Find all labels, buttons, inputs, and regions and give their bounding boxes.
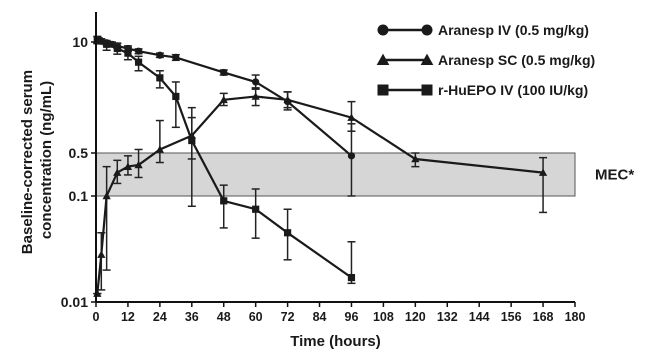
data-point-square [284,229,292,237]
data-point-triangle [134,160,143,169]
data-point-circle [347,152,356,160]
data-point-square [156,74,164,82]
x-tick-label: 0 [93,310,100,324]
x-tick-label: 60 [249,310,263,324]
legend-label: r-HuEPO IV (100 IU/kg) [438,82,588,98]
x-axis-label: Time (hours) [290,333,381,350]
legend-marker-circle [421,24,433,36]
data-point-triangle [155,145,165,153]
legend-marker-square [421,84,433,96]
x-tick-label: 180 [565,310,586,324]
y-axis-label: Baseline-corrected serum concentration (… [19,66,55,254]
x-tick-label: 24 [153,310,167,324]
y-tick-label: 0.01 [61,294,88,310]
mec-band [95,152,576,197]
data-point-square [134,58,143,66]
data-point-square [188,136,196,145]
legend-item: Aranesp SC (0.5 mg/kg) [376,52,595,68]
x-tick-label: 12 [121,310,135,324]
x-tick-label: 132 [437,310,458,324]
series-2 [93,88,548,297]
x-tick-label: 156 [501,310,522,324]
data-point-triangle [102,191,111,200]
data-point-triangle [347,113,356,121]
legend-label: Aranesp SC (0.5 mg/kg) [438,52,595,68]
data-point-square [347,273,356,282]
legend: Aranesp IV (0.5 mg/kg) Aranesp SC (0.5 mg… [376,22,595,98]
x-tick-label: 120 [405,310,426,324]
legend-marker-triangle [420,53,434,66]
y-tick-label: 10 [72,34,88,50]
series-line [96,95,544,294]
legend-label: Aranesp IV (0.5 mg/kg) [438,22,589,38]
data-point-circle [156,51,164,59]
legend-marker-circle [377,24,389,36]
x-tick-label: 72 [281,310,295,324]
data-point-square [93,36,101,44]
data-point-triangle [219,95,228,104]
x-tick-label: 36 [185,310,199,324]
data-point-triangle [538,168,548,176]
data-point-square [252,205,260,213]
legend-marker-triangle [376,53,390,66]
data-point-triangle [283,95,292,104]
data-point-triangle [411,154,420,163]
y-tick-label: 0.5 [69,145,89,161]
legend-marker-square [377,84,389,96]
x-tick-label: 48 [217,310,231,324]
x-tick-label: 144 [469,310,490,324]
data-point-circle [220,68,228,77]
x-tick-label: 96 [345,310,359,324]
data-point-triangle [251,92,260,100]
data-point-square [113,44,121,53]
mec-label: MEC* [595,167,634,184]
data-point-triangle [113,168,122,176]
y-axis-label-line-2: concentration (ng/mL) [38,81,55,239]
data-point-triangle [123,162,133,170]
data-point-square [124,49,132,57]
y-tick-label: 0.1 [69,188,89,204]
x-tick-label: 168 [533,310,554,324]
data-point-circle [134,47,143,55]
data-point-circle [172,53,180,61]
data-point-circle [252,78,260,86]
x-tick-label: 108 [373,310,394,324]
x-tick-label: 84 [313,310,327,324]
data-point-square [103,40,111,48]
data-point-square [220,197,228,205]
data-point-triangle [97,250,106,258]
y-axis-label-line-1: Baseline-corrected serum [19,70,36,254]
legend-item: Aranesp IV (0.5 mg/kg) [377,22,589,38]
legend-item: r-HuEPO IV (100 IU/kg) [377,82,588,98]
data-point-square [172,92,180,101]
series-3 [93,35,356,285]
